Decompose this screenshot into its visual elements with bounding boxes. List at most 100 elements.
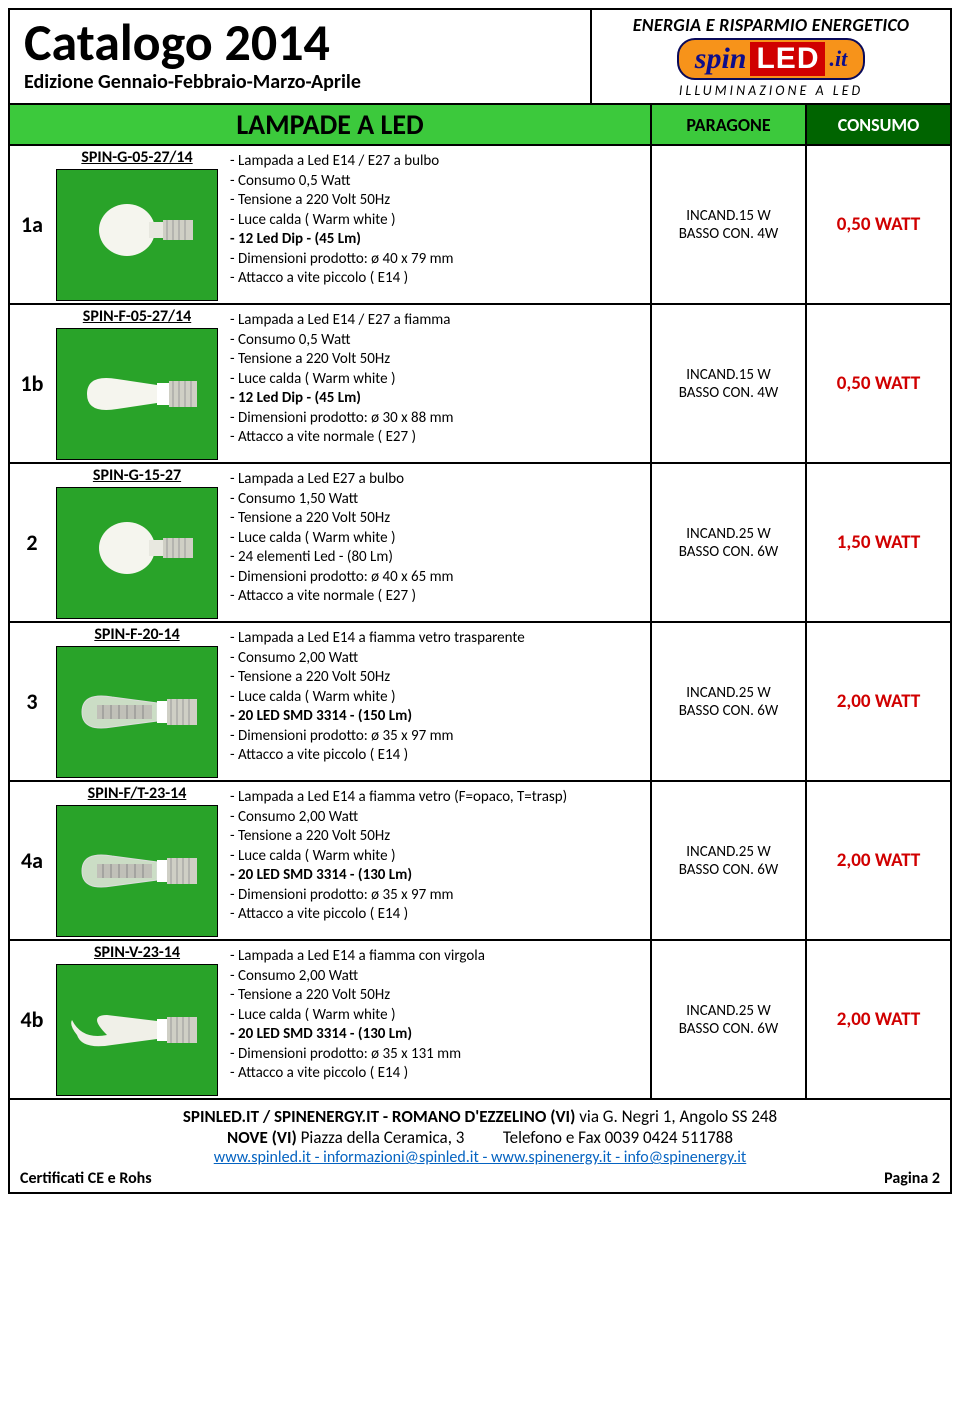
logo-led: LED bbox=[750, 42, 825, 76]
paragone-line: BASSO CON. 6W bbox=[679, 702, 778, 720]
paragone-line: BASSO CON. 4W bbox=[679, 384, 778, 402]
desc-line: - Tensione a 220 Volt 50Hz bbox=[230, 350, 640, 370]
product-description: - Lampada a Led E14 a fiamma vetro (F=op… bbox=[220, 782, 650, 939]
product-image bbox=[56, 328, 218, 460]
paragone-line: INCAND.15 W bbox=[686, 207, 770, 225]
desc-line: - Luce calda ( Warm white ) bbox=[230, 211, 640, 231]
catalog-title: Catalogo 2014 bbox=[24, 16, 576, 68]
product-description: - Lampada a Led E14 a fiamma vetro trasp… bbox=[220, 623, 650, 780]
desc-line: - Lampada a Led E14 / E27 a bulbo bbox=[230, 152, 640, 172]
product-image-col: SPIN-V-23-14 bbox=[54, 941, 220, 1098]
product-image bbox=[56, 169, 218, 301]
product-description: - Lampada a Led E14 / E27 a bulbo- Consu… bbox=[220, 146, 650, 303]
desc-line: - Dimensioni prodotto: ø 35 x 97 mm bbox=[230, 886, 640, 906]
paragone-line: BASSO CON. 6W bbox=[679, 543, 778, 561]
desc-line: - Luce calda ( Warm white ) bbox=[230, 847, 640, 867]
desc-line: - Dimensioni prodotto: ø 30 x 88 mm bbox=[230, 409, 640, 429]
desc-line: - Dimensioni prodotto: ø 35 x 97 mm bbox=[230, 727, 640, 747]
section-header: LAMPADE A LED PARAGONE CONSUMO bbox=[10, 105, 950, 146]
footer-street: via G. Negri 1, Angolo SS 248 bbox=[579, 1106, 777, 1127]
brand-tagline-bottom: ILLUMINAZIONE A LED bbox=[679, 82, 863, 99]
product-consumo: 0,50 WATT bbox=[805, 305, 950, 462]
footer-piazza: Piazza della Ceramica, 3 bbox=[301, 1127, 465, 1148]
desc-line: - Tensione a 220 Volt 50Hz bbox=[230, 827, 640, 847]
product-description: - Lampada a Led E14 / E27 a fiamma- Cons… bbox=[220, 305, 650, 462]
desc-line: - Luce calda ( Warm white ) bbox=[230, 370, 640, 390]
desc-line: - 20 LED SMD 3314 - (130 Lm) bbox=[230, 1025, 640, 1045]
desc-line: - Attacco a vite normale ( E27 ) bbox=[230, 587, 640, 607]
desc-line: - Attacco a vite piccolo ( E14 ) bbox=[230, 746, 640, 766]
desc-line: - Tensione a 220 Volt 50Hz bbox=[230, 986, 640, 1006]
logo-it: .it bbox=[829, 46, 847, 72]
product-image bbox=[56, 964, 218, 1096]
footer: SPINLED.IT / SPINENERGY.IT - ROMANO D'EZ… bbox=[10, 1100, 950, 1192]
brand-logo: spin LED .it bbox=[677, 38, 865, 80]
product-description: - Lampada a Led E14 a fiamma con virgola… bbox=[220, 941, 650, 1098]
product-consumo: 0,50 WATT bbox=[805, 146, 950, 303]
product-paragone: INCAND.25 WBASSO CON. 6W bbox=[650, 623, 805, 780]
footer-address-1: SPINLED.IT / SPINENERGY.IT - ROMANO D'EZ… bbox=[20, 1106, 940, 1127]
product-consumo: 2,00 WATT bbox=[805, 623, 950, 780]
product-paragone: INCAND.15 WBASSO CON. 4W bbox=[650, 305, 805, 462]
desc-line: - Lampada a Led E14 a fiamma con virgola bbox=[230, 947, 640, 967]
product-id: 3 bbox=[10, 623, 54, 780]
paragone-line: INCAND.15 W bbox=[686, 366, 770, 384]
logo-spin: spin bbox=[695, 42, 747, 76]
footer-page: Pagina 2 bbox=[884, 1169, 940, 1188]
desc-line: - Tensione a 220 Volt 50Hz bbox=[230, 668, 640, 688]
product-sku: SPIN-G-05-27/14 bbox=[54, 146, 220, 167]
desc-line: - Consumo 1,50 Watt bbox=[230, 490, 640, 510]
product-id: 1b bbox=[10, 305, 54, 462]
product-image bbox=[56, 487, 218, 619]
desc-line: - Attacco a vite piccolo ( E14 ) bbox=[230, 905, 640, 925]
desc-line: - Luce calda ( Warm white ) bbox=[230, 688, 640, 708]
product-image-col: SPIN-G-05-27/14 bbox=[54, 146, 220, 303]
desc-line: - Attacco a vite piccolo ( E14 ) bbox=[230, 269, 640, 289]
product-sku: SPIN-F-05-27/14 bbox=[54, 305, 220, 326]
paragone-line: BASSO CON. 4W bbox=[679, 225, 778, 243]
desc-line: - 20 LED SMD 3314 - (150 Lm) bbox=[230, 707, 640, 727]
product-paragone: INCAND.25 WBASSO CON. 6W bbox=[650, 464, 805, 621]
product-sku: SPIN-F/T-23-14 bbox=[54, 782, 220, 803]
desc-line: - Lampada a Led E27 a bulbo bbox=[230, 470, 640, 490]
product-id: 1a bbox=[10, 146, 54, 303]
desc-line: - 20 LED SMD 3314 - (130 Lm) bbox=[230, 866, 640, 886]
brand-box: ENERGIA E RISPARMIO ENERGETICO spin LED … bbox=[590, 10, 950, 103]
desc-line: - 12 Led Dip - (45 Lm) bbox=[230, 389, 640, 409]
product-row: 2SPIN-G-15-27 - Lampada a Led E27 a bulb… bbox=[10, 464, 950, 623]
product-row: 1aSPIN-G-05-27/14 - Lampada a Led E14 / … bbox=[10, 146, 950, 305]
desc-line: - Attacco a vite normale ( E27 ) bbox=[230, 428, 640, 448]
desc-line: - Consumo 0,5 Watt bbox=[230, 331, 640, 351]
desc-line: - Luce calda ( Warm white ) bbox=[230, 1006, 640, 1026]
desc-line: - Tensione a 220 Volt 50Hz bbox=[230, 191, 640, 211]
desc-line: - Consumo 2,00 Watt bbox=[230, 649, 640, 669]
product-consumo: 2,00 WATT bbox=[805, 782, 950, 939]
section-title: LAMPADE A LED bbox=[10, 105, 650, 144]
footer-address-2: NOVE (VI) Piazza della Ceramica, 3 Telef… bbox=[20, 1127, 940, 1148]
footer-cert: Certificati CE e Rohs bbox=[20, 1169, 152, 1188]
desc-line: - Attacco a vite piccolo ( E14 ) bbox=[230, 1064, 640, 1084]
product-row: 3SPIN-F-20-14 - Lampada a Led E14 a fiam… bbox=[10, 623, 950, 782]
product-paragone: INCAND.15 WBASSO CON. 4W bbox=[650, 146, 805, 303]
product-sku: SPIN-V-23-14 bbox=[54, 941, 220, 962]
desc-line: - Dimensioni prodotto: ø 40 x 79 mm bbox=[230, 250, 640, 270]
product-id: 4a bbox=[10, 782, 54, 939]
product-id: 2 bbox=[10, 464, 54, 621]
products-container: 1aSPIN-G-05-27/14 - Lampada a Led E14 / … bbox=[10, 146, 950, 1100]
desc-line: - Consumo 2,00 Watt bbox=[230, 967, 640, 987]
header: Catalogo 2014 Edizione Gennaio-Febbraio-… bbox=[10, 10, 950, 105]
desc-line: - Lampada a Led E14 a fiamma vetro trasp… bbox=[230, 629, 640, 649]
product-description: - Lampada a Led E27 a bulbo- Consumo 1,5… bbox=[220, 464, 650, 621]
footer-links[interactable]: www.spinled.it - informazioni@spinled.it… bbox=[20, 1148, 940, 1167]
product-sku: SPIN-F-20-14 bbox=[54, 623, 220, 644]
product-row: 4bSPIN-V-23-14 - Lampada a Led E14 a fia… bbox=[10, 941, 950, 1100]
desc-line: - 12 Led Dip - (45 Lm) bbox=[230, 230, 640, 250]
product-image-col: SPIN-F-20-14 bbox=[54, 623, 220, 780]
catalog-page: Catalogo 2014 Edizione Gennaio-Febbraio-… bbox=[8, 8, 952, 1194]
product-row: 1bSPIN-F-05-27/14 - Lampada a Led E14 / … bbox=[10, 305, 950, 464]
footer-company: SPINLED.IT / SPINENERGY.IT - ROMANO D'EZ… bbox=[183, 1106, 579, 1127]
product-row: 4aSPIN-F/T-23-14 - Lampada a Led E14 a f… bbox=[10, 782, 950, 941]
paragone-line: INCAND.25 W bbox=[686, 525, 770, 543]
brand-tagline-top: ENERGIA E RISPARMIO ENERGETICO bbox=[633, 14, 910, 36]
product-image bbox=[56, 805, 218, 937]
